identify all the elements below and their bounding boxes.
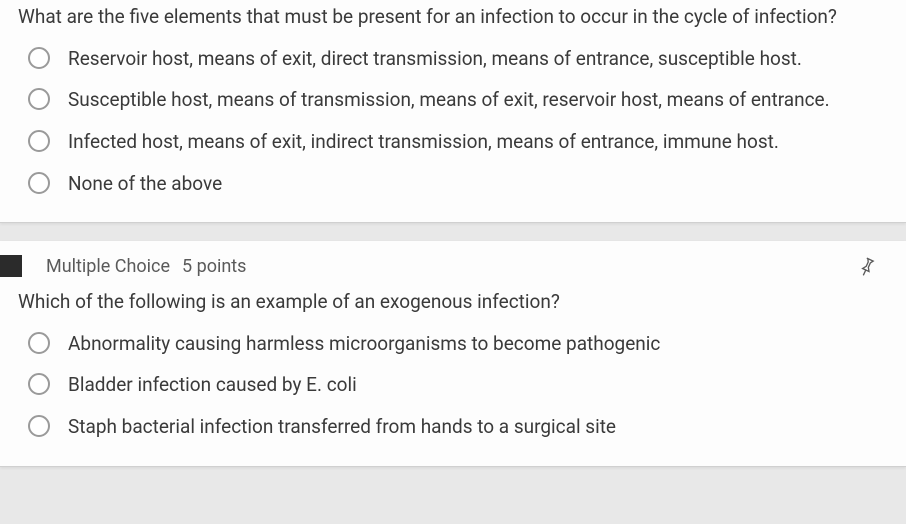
- option-row[interactable]: Abnormality causing harmless microorgani…: [28, 327, 888, 361]
- option-row[interactable]: Bladder infection caused by E. coli: [28, 368, 888, 402]
- option-label: Staph bacterial infection transferred fr…: [68, 414, 616, 440]
- option-row[interactable]: None of the above: [28, 167, 888, 201]
- radio-icon[interactable]: [28, 332, 50, 354]
- question-1-prompt: What are the five elements that must be …: [18, 4, 888, 30]
- option-label: Bladder infection caused by E. coli: [68, 372, 357, 398]
- option-label: Reservoir host, means of exit, direct tr…: [68, 46, 802, 72]
- question-2-prompt: Which of the following is an example of …: [18, 289, 888, 315]
- radio-icon[interactable]: [28, 415, 50, 437]
- option-row[interactable]: Infected host, means of exit, indirect t…: [28, 125, 888, 159]
- question-2-header: Multiple Choice 5 points: [46, 255, 888, 277]
- option-row[interactable]: Staph bacterial infection transferred fr…: [28, 410, 888, 444]
- question-points-label: 5 points: [182, 256, 246, 277]
- question-block-1: What are the five elements that must be …: [0, 0, 906, 223]
- radio-icon[interactable]: [28, 88, 50, 110]
- radio-icon[interactable]: [28, 47, 50, 69]
- question-1-options: Reservoir host, means of exit, direct tr…: [28, 42, 888, 201]
- radio-icon[interactable]: [28, 130, 50, 152]
- radio-icon[interactable]: [28, 172, 50, 194]
- question-type-label: Multiple Choice: [46, 256, 170, 277]
- question-number-badge: [0, 255, 22, 277]
- option-label: Susceptible host, means of transmission,…: [68, 87, 830, 113]
- question-block-2: Multiple Choice 5 points Which of the fo…: [0, 241, 906, 467]
- question-2-options: Abnormality causing harmless microorgani…: [28, 327, 888, 444]
- option-row[interactable]: Susceptible host, means of transmission,…: [28, 83, 888, 117]
- radio-icon[interactable]: [28, 373, 50, 395]
- option-row[interactable]: Reservoir host, means of exit, direct tr…: [28, 42, 888, 76]
- option-label: None of the above: [68, 171, 222, 197]
- option-label: Abnormality causing harmless microorgani…: [68, 331, 660, 357]
- option-label: Infected host, means of exit, indirect t…: [68, 129, 779, 155]
- pin-icon[interactable]: [856, 255, 878, 277]
